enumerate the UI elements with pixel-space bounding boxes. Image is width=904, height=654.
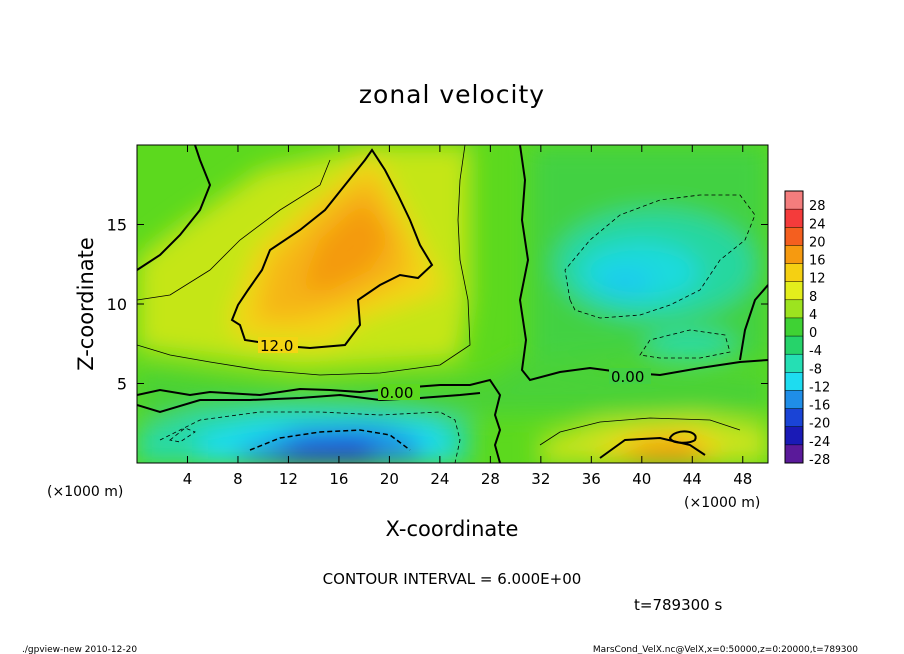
colorbar-swatch <box>785 354 803 373</box>
colorbar-label: -24 <box>809 435 830 450</box>
x-tick-label: 8 <box>233 470 243 488</box>
x-tick-label: 48 <box>733 470 752 488</box>
footer-right: MarsCond_VelX.nc@VelX,x=0:50000,z=0:2000… <box>593 645 858 654</box>
colorbar-swatch <box>785 281 803 301</box>
colorbar-label: 16 <box>809 254 826 269</box>
y-tick-label: 10 <box>107 295 127 314</box>
chart-title: zonal velocity <box>359 80 545 109</box>
colorbar-label: -16 <box>809 399 830 414</box>
x-tick-label: 44 <box>683 470 702 488</box>
colorbar-swatch <box>785 408 803 428</box>
y-tick-label: 5 <box>117 375 127 394</box>
x-tick-label: 28 <box>481 470 500 488</box>
y-axis: 5 10 15 <box>107 216 768 394</box>
colorbar: 28 24 20 16 12 8 4 0 -4 -8 -12 -16 -20 -24 -28 <box>784 190 830 468</box>
contour-label-bg <box>378 384 420 400</box>
colorbar-label: 4 <box>809 308 817 323</box>
colorbar-swatch <box>785 390 803 410</box>
time-text: t=789300 s <box>634 596 722 614</box>
colorbar-swatch <box>785 191 803 210</box>
x-unit-label-right: (×1000 m) <box>684 495 760 511</box>
x-tick-label: 16 <box>329 470 348 488</box>
heatmap-field <box>137 145 768 463</box>
colorbar-swatch <box>785 263 803 283</box>
colorbar-label: 24 <box>809 217 826 232</box>
x-axis: 4 8 12 16 20 24 28 32 36 40 44 48 <box>183 145 752 488</box>
colorbar-swatch <box>785 426 803 446</box>
contour-label-bg <box>609 368 651 384</box>
colorbar-swatch <box>785 299 803 319</box>
colorbar-label: 20 <box>809 235 826 250</box>
colorbar-label: 0 <box>809 326 817 341</box>
colorbar-swatch <box>785 317 803 337</box>
x-tick-label: 32 <box>531 470 550 488</box>
colorbar-swatch <box>785 444 803 464</box>
colorbar-swatch <box>785 372 803 391</box>
colorbar-label: 12 <box>809 272 826 287</box>
colorbar-swatch <box>785 227 803 246</box>
colorbar-label: 28 <box>809 199 826 214</box>
y-tick-label: 15 <box>107 216 127 235</box>
x-axis-label: X-coordinate <box>386 517 519 541</box>
colorbar-label: -4 <box>809 344 822 359</box>
x-tick-label: 36 <box>582 470 601 488</box>
footer-left: ./gpview-new 2010-12-20 <box>22 645 137 654</box>
colorbar-label: -12 <box>809 380 830 395</box>
x-tick-label: 24 <box>430 470 449 488</box>
x-tick-label: 20 <box>380 470 399 488</box>
x-tick-label: 4 <box>183 470 193 488</box>
colorbar-swatch <box>785 245 803 265</box>
contour-label-bg <box>258 337 298 353</box>
colorbar-label: -28 <box>809 453 830 468</box>
colorbar-swatch <box>785 209 803 228</box>
colorbar-label: 8 <box>809 290 817 305</box>
colorbar-label: -8 <box>809 362 822 377</box>
contour-label-12: 12.0 <box>260 337 293 355</box>
contour-label-zero-left: 0.00 <box>380 384 413 402</box>
x-tick-label: 40 <box>632 470 651 488</box>
x-unit-label-left: (×1000 m) <box>47 484 123 500</box>
colorbar-swatch <box>785 336 803 355</box>
colorbar-label: -20 <box>809 417 830 432</box>
contour-label-zero-right: 0.00 <box>611 368 644 386</box>
y-axis-label: Z-coordinate <box>74 237 98 371</box>
contour-interval-text: CONTOUR INTERVAL = 6.000E+00 <box>323 570 582 588</box>
x-tick-label: 12 <box>279 470 298 488</box>
contour-lines <box>137 145 768 463</box>
